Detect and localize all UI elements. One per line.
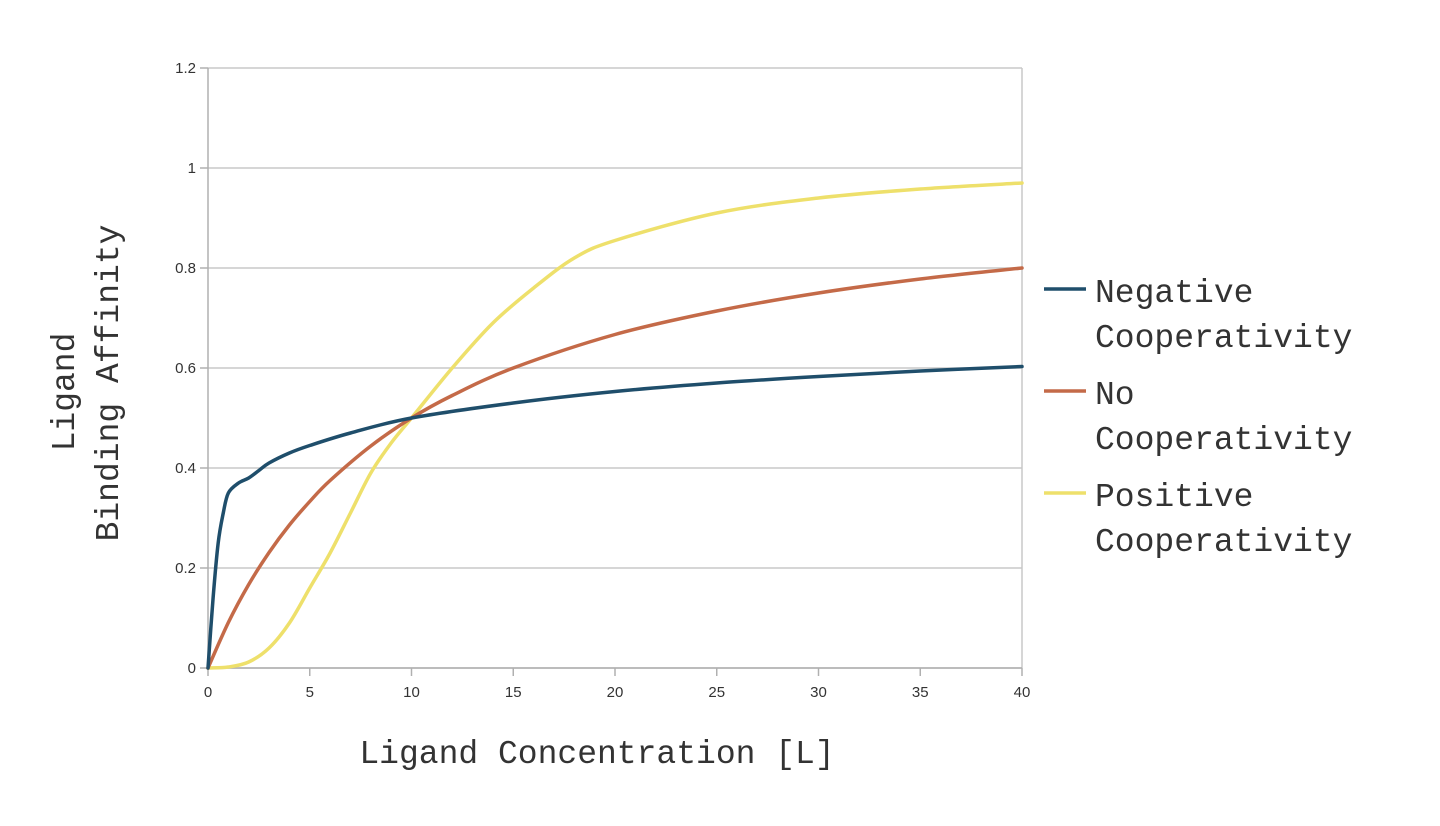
no-cooperativity-line	[206, 266, 1024, 670]
x-axis-title: Ligand Concentration [L]	[359, 736, 834, 773]
y-tick-label: 0	[188, 660, 196, 677]
legend: Negative Cooperativity No Cooperativity Posi…	[1044, 275, 1352, 561]
legend-label-negative-cooperativity-line-1: Negative	[1095, 275, 1253, 312]
y-tick-label: 0.8	[175, 260, 196, 277]
legend-label-negative-cooperativity-line-2: Cooperativity	[1095, 320, 1352, 357]
series-lines	[206, 181, 1024, 670]
tick-labels: 0 0.2 0.4 0.6 0.8 1 1.2 0 5 10 15 20 25 30 35 40	[175, 60, 1030, 701]
y-tick-label: 0.4	[175, 460, 196, 477]
y-tick-label: 1	[188, 160, 196, 177]
x-tick-label: 35	[912, 684, 929, 701]
axis-titles: Ligand Concentration [L] Ligand Binding …	[47, 225, 835, 773]
x-tick-label: 40	[1014, 684, 1031, 701]
x-tick-label: 0	[204, 684, 212, 701]
x-tick-label: 25	[708, 684, 725, 701]
legend-label-no-cooperativity-line-1: No	[1095, 377, 1135, 414]
positive-cooperativity-line	[206, 181, 1024, 670]
axes	[200, 67, 1023, 676]
negative-cooperativity-line	[206, 364, 1024, 670]
legend-label-no-cooperativity-line-2: Cooperativity	[1095, 422, 1352, 459]
y-tick-label: 1.2	[175, 60, 196, 77]
y-tick-label: 0.2	[175, 560, 196, 577]
y-tick-label: 0.6	[175, 360, 196, 377]
legend-label-positive-cooperativity-line-2: Cooperativity	[1095, 524, 1352, 561]
x-tick-label: 10	[403, 684, 420, 701]
x-tick-label: 30	[810, 684, 827, 701]
grid-lines	[208, 67, 1023, 669]
y-axis-title-line-2: Binding Affinity	[91, 225, 128, 542]
x-tick-label: 20	[607, 684, 624, 701]
x-tick-label: 15	[505, 684, 522, 701]
y-axis-title-line-1: Ligand	[47, 333, 84, 452]
legend-label-positive-cooperativity-line-1: Positive	[1095, 479, 1253, 516]
x-tick-label: 5	[306, 684, 314, 701]
